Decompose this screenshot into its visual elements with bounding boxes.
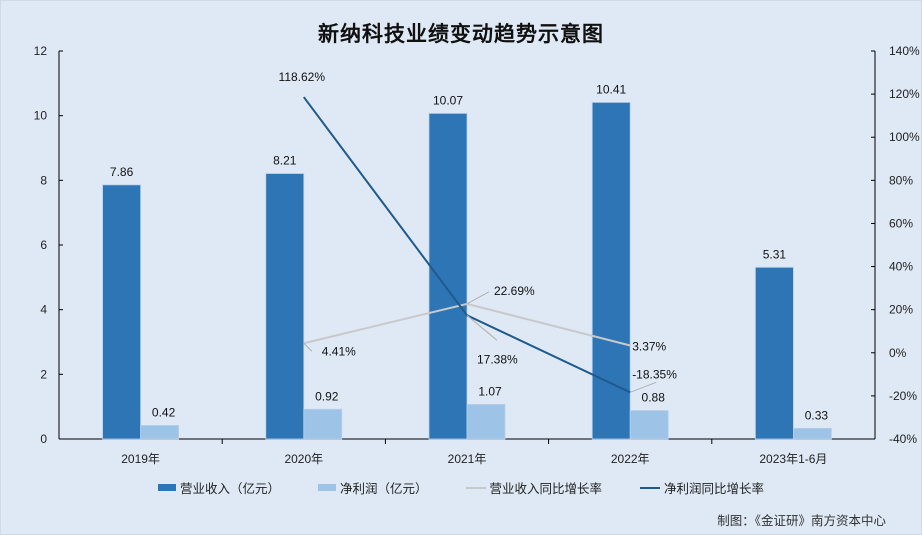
- right-tick-label: 100%: [889, 130, 920, 144]
- bar: [428, 113, 468, 440]
- legend-swatch-revenue: [157, 484, 176, 491]
- label-leader: [466, 314, 498, 341]
- right-tick-label: 140%: [889, 44, 920, 58]
- bar: [140, 425, 180, 440]
- left-tick-label: 6: [40, 238, 47, 252]
- line-value-label: -18.35%: [632, 367, 677, 381]
- legend-label: 净利润（亿元）: [339, 481, 428, 496]
- bar-value-label: 0.88: [642, 391, 666, 405]
- legend-swatch-net-profit: [317, 484, 336, 491]
- bar-value-label: 0.42: [152, 405, 176, 419]
- bar-value-label: 0.92: [315, 389, 339, 403]
- legend: 营业收入（亿元） 净利润（亿元） 营业收入同比增长率 净利润同比增长率: [0, 478, 922, 497]
- legend-item-revenue[interactable]: 营业收入（亿元）: [157, 478, 280, 497]
- bar: [102, 184, 141, 440]
- right-tick-label: 60%: [889, 216, 913, 230]
- bar-value-label: 5.31: [763, 247, 787, 261]
- left-tick-label: 4: [40, 303, 47, 317]
- left-tick-label: 10: [34, 109, 48, 123]
- bar: [793, 427, 832, 440]
- legend-label: 营业收入（亿元）: [179, 481, 280, 496]
- credit-text: 制图：《金证研》南方资本中心: [717, 513, 886, 528]
- left-tick-label: 12: [34, 44, 48, 58]
- right-tick-label: 0%: [889, 346, 907, 360]
- bar-value-label: 1.07: [478, 384, 502, 398]
- x-tick-label: 2019年: [121, 452, 160, 466]
- label-leader: [630, 381, 657, 393]
- right-tick-label: 120%: [889, 87, 920, 101]
- legend-swatch-profit-growth: [640, 486, 661, 489]
- right-tick-label: -20%: [889, 389, 917, 403]
- x-tick-label: 2020年: [284, 452, 323, 466]
- bar: [629, 410, 669, 440]
- line-value-label: 118.62%: [279, 70, 326, 84]
- bar-value-label: 10.07: [433, 93, 463, 107]
- bar: [265, 173, 305, 440]
- bar-value-label: 0.33: [805, 408, 829, 422]
- right-tick-label: 80%: [889, 173, 913, 187]
- legend-item-profit-growth[interactable]: 净利润同比增长率: [640, 478, 764, 497]
- bar: [591, 102, 631, 440]
- x-tick-label: 2021年: [448, 452, 487, 466]
- bar-value-label: 7.86: [110, 165, 134, 179]
- left-tick-label: 0: [40, 432, 47, 446]
- line-value-label: 22.69%: [494, 284, 535, 298]
- bar: [466, 404, 506, 440]
- left-tick-label: 8: [40, 173, 47, 187]
- line-value-label: 3.37%: [632, 340, 666, 354]
- chart-title: 新纳科技业绩变动趋势示意图: [318, 22, 604, 46]
- legend-item-net-profit[interactable]: 净利润（亿元）: [317, 478, 428, 497]
- left-tick-label: 2: [40, 367, 47, 381]
- bar-value-label: 8.21: [273, 154, 297, 168]
- legend-label: 净利润同比增长率: [664, 481, 765, 496]
- line-value-label: 17.38%: [477, 352, 518, 366]
- label-leader: [466, 291, 490, 305]
- bar: [303, 408, 343, 440]
- bar-value-label: 10.41: [596, 82, 626, 96]
- legend-label: 营业收入同比增长率: [489, 481, 603, 496]
- legend-swatch-revenue-growth: [465, 486, 486, 489]
- legend-item-revenue-growth[interactable]: 营业收入同比增长率: [465, 478, 603, 497]
- x-tick-label: 2022年: [611, 452, 650, 466]
- x-tick-label: 2023年1-6月: [759, 452, 827, 466]
- line-value-label: 4.41%: [322, 344, 356, 358]
- right-tick-label: 40%: [889, 260, 913, 274]
- right-tick-label: 20%: [889, 303, 913, 317]
- bar: [755, 266, 794, 440]
- right-tick-label: -40%: [889, 432, 917, 446]
- label-leader: [303, 342, 313, 352]
